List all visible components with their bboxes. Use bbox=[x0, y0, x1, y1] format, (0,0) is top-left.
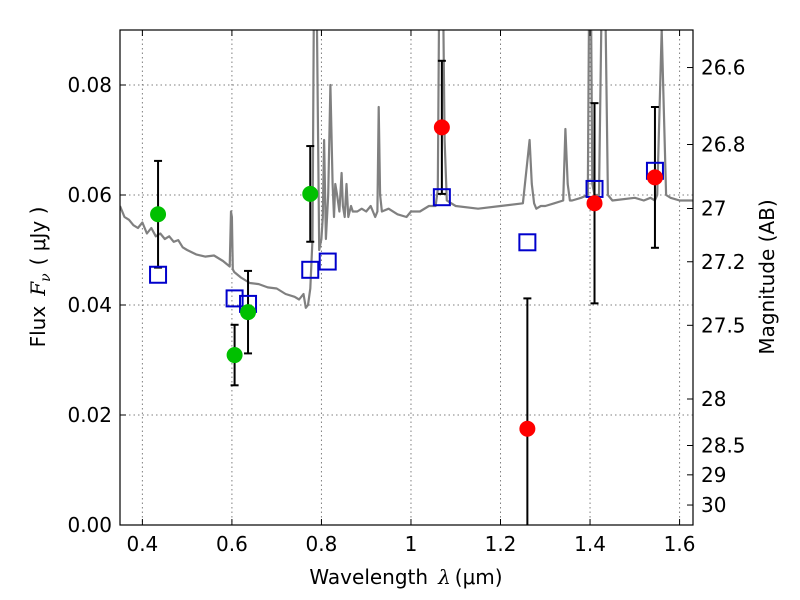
x-axis-label-symbol: λ bbox=[437, 565, 451, 589]
y-tick-label: 0.04 bbox=[67, 293, 112, 317]
y2-tick-label: 26.6 bbox=[701, 56, 746, 80]
data-marks bbox=[149, 59, 664, 525]
data-point bbox=[586, 195, 603, 212]
x-tick-label: 1.6 bbox=[664, 532, 696, 556]
x-tick-label: 1.4 bbox=[574, 532, 606, 556]
x-tick-label: 0.4 bbox=[126, 532, 158, 556]
y-tick-label: 0.02 bbox=[67, 403, 112, 427]
axis-ticks: 0.4 0.6 0.8 1 1.2 1.4 1.6 0.00 0.02 0.04 0.06 0.08 2… bbox=[67, 30, 746, 556]
y2-tick-label: 27 bbox=[701, 197, 726, 221]
y2-tick-label: 29 bbox=[701, 463, 726, 487]
data-point bbox=[302, 185, 319, 202]
y2-tick-label: 26.8 bbox=[701, 132, 746, 156]
y-tick-label: 0.00 bbox=[67, 513, 112, 537]
x-tick-label: 0.6 bbox=[216, 532, 248, 556]
y-axis-label-text: Flux bbox=[26, 306, 50, 348]
model-square bbox=[318, 252, 337, 271]
data-point bbox=[150, 206, 167, 223]
y2-axis-label: Magnitude (AB) bbox=[755, 199, 779, 354]
x-axis-label-text: Wavelength bbox=[309, 565, 428, 589]
spectrum-layer bbox=[120, 30, 693, 309]
y2-tick-label: 27.5 bbox=[701, 313, 746, 337]
x-axis-label: Wavelength λ (μm) bbox=[309, 565, 502, 589]
model-square bbox=[432, 188, 451, 207]
x-tick-label: 0.8 bbox=[306, 532, 338, 556]
y2-tick-label: 27.2 bbox=[701, 250, 746, 274]
y-tick-label: 0.06 bbox=[67, 183, 112, 207]
y2-tick-label: 30 bbox=[701, 493, 726, 517]
data-point bbox=[433, 119, 450, 136]
plot-background bbox=[120, 30, 693, 525]
x-axis-label-unit: (μm) bbox=[455, 565, 503, 589]
y-axis-label-unit: ( μJy ) bbox=[26, 207, 50, 266]
plot-frame bbox=[119, 29, 694, 526]
spectrum-line bbox=[120, 30, 693, 309]
y2-tick-label: 28 bbox=[701, 387, 726, 411]
data-point bbox=[226, 347, 243, 364]
x-tick-label: 1 bbox=[405, 532, 418, 556]
y2-tick-label: 28.5 bbox=[701, 434, 746, 458]
x-tick-label: 1.2 bbox=[485, 532, 517, 556]
y-axis-label-subscript: ν bbox=[38, 273, 54, 282]
y-axis-label: Flux Fν ( μJy ) bbox=[26, 207, 54, 348]
model-square bbox=[149, 265, 168, 284]
model-square bbox=[301, 260, 320, 279]
data-point bbox=[240, 304, 257, 321]
data-point bbox=[519, 420, 536, 437]
model-square bbox=[225, 289, 244, 308]
model-square bbox=[518, 233, 537, 252]
y-tick-label: 0.08 bbox=[67, 73, 112, 97]
data-point bbox=[646, 169, 663, 186]
y-axis-label-symbol: F bbox=[26, 281, 50, 297]
